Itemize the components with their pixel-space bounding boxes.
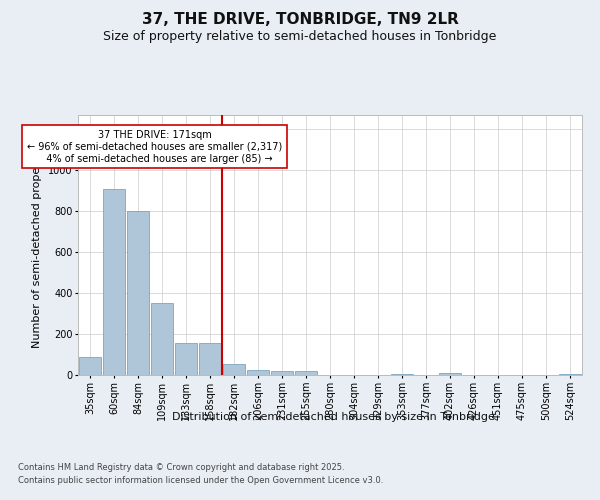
Bar [175, 344, 197, 375]
Bar [127, 211, 149, 375]
Bar [391, 374, 413, 375]
Text: Contains HM Land Registry data © Crown copyright and database right 2025.: Contains HM Land Registry data © Crown c… [18, 462, 344, 471]
Text: Contains public sector information licensed under the Open Government Licence v3: Contains public sector information licen… [18, 476, 383, 485]
Bar [199, 344, 221, 375]
Bar [559, 374, 581, 375]
Bar [271, 371, 293, 375]
Bar [151, 304, 173, 375]
Bar [439, 373, 461, 375]
Text: Distribution of semi-detached houses by size in Tonbridge: Distribution of semi-detached houses by … [172, 412, 494, 422]
Bar [295, 372, 317, 375]
Text: Size of property relative to semi-detached houses in Tonbridge: Size of property relative to semi-detach… [103, 30, 497, 43]
Text: 37, THE DRIVE, TONBRIDGE, TN9 2LR: 37, THE DRIVE, TONBRIDGE, TN9 2LR [142, 12, 458, 28]
Bar [103, 188, 125, 375]
Bar [247, 370, 269, 375]
Bar [79, 356, 101, 375]
Y-axis label: Number of semi-detached properties: Number of semi-detached properties [32, 142, 42, 348]
Text: 37 THE DRIVE: 171sqm
← 96% of semi-detached houses are smaller (2,317)
   4% of : 37 THE DRIVE: 171sqm ← 96% of semi-detac… [27, 130, 283, 164]
Bar [223, 364, 245, 375]
